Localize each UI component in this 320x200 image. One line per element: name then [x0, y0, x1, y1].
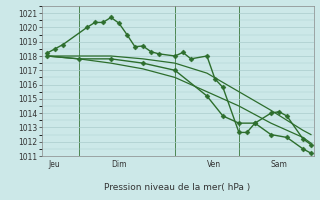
Text: Jeu: Jeu [48, 160, 60, 169]
Text: Pression niveau de la mer( hPa ): Pression niveau de la mer( hPa ) [104, 183, 251, 192]
Text: Sam: Sam [271, 160, 288, 169]
Text: Ven: Ven [207, 160, 221, 169]
Text: Dim: Dim [111, 160, 126, 169]
